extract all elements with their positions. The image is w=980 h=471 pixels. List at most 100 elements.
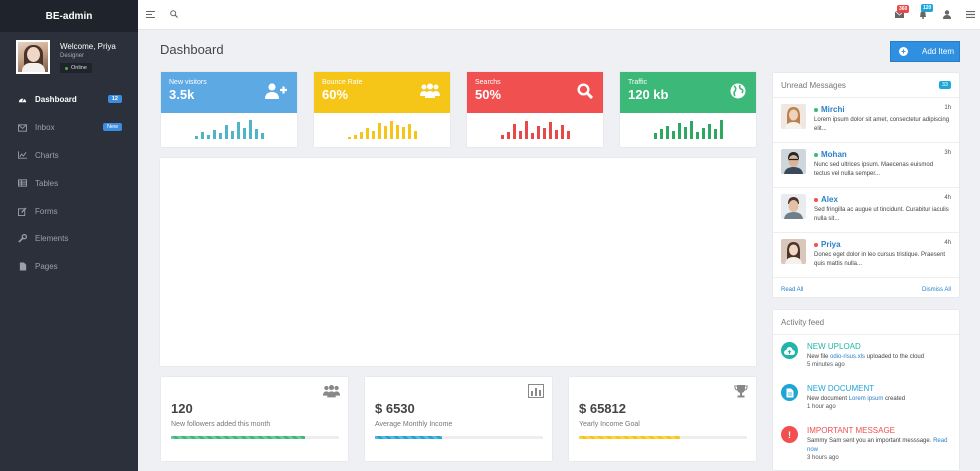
users-icon <box>323 384 340 400</box>
avatar <box>781 239 806 264</box>
sidebar-item-label: Charts <box>35 150 59 160</box>
status-dot <box>814 242 818 247</box>
activity-link[interactable]: odio-risus.xls <box>830 354 866 360</box>
stat-card-traffic[interactable]: Traffic 120 kb <box>620 72 756 147</box>
sidebar: BE-admin Welcome, Priya Designer Online … <box>0 0 138 471</box>
sidebar-item-label: Tables <box>35 178 59 188</box>
stat-value: 60% <box>322 87 349 102</box>
message-time: 1h <box>944 105 951 111</box>
message-item[interactable]: Mohan 3h Nunc sed ultrices ipsum. Maecen… <box>773 143 959 188</box>
read-all-link[interactable]: Read All <box>781 287 804 293</box>
stat-value: 50% <box>475 87 502 102</box>
page-title: Dashboard <box>160 42 224 57</box>
progress-track <box>171 436 339 439</box>
sparkbar <box>347 137 351 139</box>
cloud-upload-icon <box>781 342 798 359</box>
sparkbar <box>353 135 357 139</box>
menu-toggle-icon[interactable] <box>146 11 155 20</box>
dashboard-icon <box>18 95 27 104</box>
activity-item[interactable]: ! IMPORTANT MESSAGE Sammy Sam sent you a… <box>773 422 959 471</box>
search-icon[interactable] <box>170 10 178 20</box>
wrench-icon <box>18 234 27 244</box>
sidebar-item-label: Elements <box>35 234 69 244</box>
sidebar-item-dashboard[interactable]: Dashboard 12 <box>0 86 138 114</box>
chart-icon <box>18 151 27 160</box>
activity-link[interactable]: Read now <box>807 438 948 453</box>
message-sender[interactable]: Mirchi <box>814 105 845 114</box>
stat-value: 3.5k <box>169 87 195 102</box>
online-status-badge: Online <box>60 63 92 73</box>
stat-card-bounce[interactable]: Bounce Rate 60% <box>314 72 450 147</box>
avatar <box>781 104 806 129</box>
activity-description: Sammy Sam sent you an important messsage… <box>807 438 948 453</box>
card-value: 120 <box>171 401 193 416</box>
sparkbar <box>413 131 417 139</box>
stat-label: New visitors <box>169 79 207 86</box>
sparkbar <box>401 127 405 139</box>
sidebar-item-charts[interactable]: Charts <box>0 142 138 170</box>
sparkbar <box>236 122 240 139</box>
add-item-button[interactable]: + Add Item <box>890 41 960 62</box>
sidebar-item-label: Dashboard <box>35 95 77 105</box>
stat-sparkbars <box>467 117 603 139</box>
status-dot <box>814 197 818 202</box>
globe-icon <box>730 83 746 101</box>
sparkbar <box>359 132 363 139</box>
stat-sparkbars <box>314 117 450 139</box>
message-item[interactable]: Priya 4h Donec eget dolor in leo cursus … <box>773 233 959 278</box>
sparkbar <box>713 129 717 139</box>
followers-card: 120 New followers added this month <box>161 377 348 461</box>
sidebar-item-tables[interactable]: Tables <box>0 169 138 197</box>
messages-title: Unread Messages 33 <box>773 73 959 98</box>
status-dot <box>814 152 818 157</box>
message-sender[interactable]: Mohan <box>814 150 847 159</box>
sidebar-item-forms[interactable]: Forms <box>0 197 138 225</box>
user-icon[interactable] <box>943 10 951 21</box>
sparkbar <box>389 121 393 139</box>
sparkbar <box>512 124 516 139</box>
stat-card-visitors[interactable]: New visitors 3.5k <box>161 72 297 147</box>
sparkbar <box>383 126 387 139</box>
sparkbar <box>194 136 198 139</box>
sidebar-badge: 12 <box>107 95 122 103</box>
dismiss-all-link[interactable]: Dismiss All <box>921 287 951 293</box>
sparkbar <box>530 133 534 139</box>
sidebar-item-elements[interactable]: Elements <box>0 225 138 253</box>
unread-messages-panel: Unread Messages 33 Mirchi 1h Lorem ipsum… <box>773 73 959 297</box>
sparkbar <box>500 135 504 139</box>
table-icon <box>18 179 27 188</box>
bar-chart-icon <box>528 384 544 400</box>
sparkbar <box>242 128 246 139</box>
activity-title: Activity feed <box>773 310 959 335</box>
brand-logo[interactable]: BE-admin <box>0 0 138 32</box>
message-sender[interactable]: Alex <box>814 195 838 204</box>
activity-title-text: NEW DOCUMENT <box>807 384 875 393</box>
activity-link[interactable]: Lorem ipsum <box>848 396 884 402</box>
message-item[interactable]: Alex 4h Sed fringilla ac augue ut tincid… <box>773 188 959 233</box>
add-item-label: Add Item <box>922 47 955 56</box>
activity-item[interactable]: NEW DOCUMENT New document Lorem ipsum cr… <box>773 380 959 422</box>
message-sender[interactable]: Priya <box>814 240 841 249</box>
sparkbar <box>506 132 510 139</box>
sparkbar <box>566 131 570 139</box>
stat-label: Searchs <box>475 79 501 86</box>
topbar: 360 120 <box>138 0 980 30</box>
stat-sparkbars <box>620 117 756 139</box>
sparkbar <box>536 126 540 139</box>
avatar[interactable] <box>16 40 50 74</box>
stat-header: Traffic 120 kb <box>620 72 756 113</box>
sidebar-item-pages[interactable]: Pages <box>0 253 138 281</box>
stat-header: Searchs 50% <box>467 72 603 113</box>
bell-icon[interactable]: 120 <box>919 4 934 21</box>
activity-item[interactable]: NEW UPLOAD New file odio-risus.xls uploa… <box>773 338 959 380</box>
sparkbar <box>560 125 564 139</box>
mail-icon[interactable]: 360 <box>894 5 910 20</box>
message-item[interactable]: Mirchi 1h Lorem ipsum dolor sit amet, co… <box>773 98 959 143</box>
sidebar-item-inbox[interactable]: Inbox New <box>0 114 138 142</box>
sparkbar <box>230 131 234 139</box>
settings-menu-icon[interactable] <box>966 10 975 20</box>
welcome-text: Welcome, Priya <box>60 42 116 51</box>
avatar <box>781 194 806 219</box>
stat-card-searches[interactable]: Searchs 50% <box>467 72 603 147</box>
progress-track <box>375 436 543 439</box>
